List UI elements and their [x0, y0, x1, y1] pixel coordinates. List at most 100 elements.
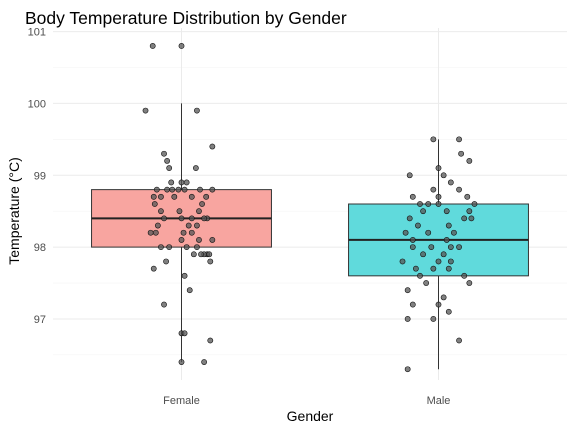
- data-point: [181, 272, 188, 279]
- data-point: [158, 208, 164, 215]
- data-point: [199, 201, 205, 207]
- data-point: [209, 143, 216, 150]
- data-point: [417, 201, 423, 207]
- data-point: [190, 251, 197, 258]
- data-point: [466, 208, 473, 215]
- data-point: [471, 201, 478, 207]
- data-point: [196, 237, 202, 243]
- data-point: [447, 258, 454, 265]
- data-point: [430, 265, 437, 272]
- y-axis-title: Temperature (°C): [6, 157, 22, 265]
- data-point: [196, 208, 202, 215]
- data-point: [409, 193, 416, 200]
- data-point: [176, 208, 183, 215]
- data-point: [203, 193, 210, 200]
- point-layer: [142, 43, 478, 373]
- data-point: [158, 193, 164, 200]
- data-point: [201, 215, 208, 222]
- data-point: [198, 251, 204, 258]
- x-tick-label: Male: [427, 395, 451, 407]
- x-tick-label: Female: [163, 395, 200, 407]
- data-point: [456, 186, 462, 193]
- data-point: [423, 280, 430, 286]
- data-point: [466, 280, 473, 286]
- data-point: [164, 186, 171, 193]
- data-point: [415, 222, 421, 229]
- data-point: [171, 193, 178, 200]
- data-point: [428, 244, 435, 251]
- data-point: [409, 237, 416, 243]
- data-point: [194, 244, 200, 251]
- data-point: [161, 301, 167, 308]
- data-point: [461, 215, 468, 222]
- data-point: [166, 244, 173, 251]
- y-tick-labels: 97 98 99 100 101: [28, 27, 46, 326]
- data-point: [440, 251, 447, 258]
- x-tick-labels: Female Male: [163, 395, 450, 407]
- data-point: [435, 193, 442, 200]
- data-point: [409, 244, 416, 251]
- data-point: [178, 179, 185, 186]
- data-point: [185, 222, 192, 229]
- data-point: [183, 244, 190, 251]
- data-point: [178, 43, 185, 49]
- data-point: [161, 215, 167, 222]
- data-point: [207, 337, 214, 344]
- data-point: [194, 107, 200, 114]
- data-point: [435, 165, 442, 171]
- data-point: [175, 186, 182, 193]
- data-point: [435, 258, 442, 265]
- data-point: [406, 215, 413, 222]
- data-point: [163, 258, 169, 265]
- data-point: [194, 222, 200, 229]
- y-tick-label: 101: [28, 27, 46, 39]
- data-point: [464, 193, 471, 200]
- data-point: [153, 186, 160, 193]
- data-point: [440, 172, 447, 179]
- data-point: [430, 136, 437, 143]
- data-point: [181, 186, 188, 193]
- chart-title: Body Temperature Distribution by Gender: [25, 8, 347, 28]
- data-point: [404, 316, 411, 322]
- data-point: [399, 258, 406, 265]
- data-point: [192, 165, 199, 171]
- data-point: [404, 366, 411, 373]
- data-point: [186, 287, 193, 294]
- data-point: [178, 237, 185, 243]
- data-point: [443, 237, 450, 243]
- data-point: [430, 186, 437, 193]
- data-point: [445, 222, 452, 229]
- data-point: [188, 193, 195, 200]
- data-point: [183, 179, 190, 186]
- data-point: [142, 107, 149, 114]
- data-point: [456, 244, 462, 251]
- data-point: [150, 193, 157, 200]
- data-point: [425, 229, 432, 236]
- data-point: [402, 229, 409, 236]
- data-point: [440, 294, 447, 301]
- data-point: [150, 265, 157, 272]
- data-point: [166, 165, 173, 171]
- data-point: [447, 244, 454, 251]
- data-point: [420, 208, 426, 215]
- data-point: [164, 157, 171, 164]
- data-point: [456, 337, 462, 344]
- data-point: [443, 208, 450, 215]
- data-point: [458, 150, 465, 157]
- data-point: [209, 237, 216, 243]
- data-point: [445, 308, 452, 315]
- data-point: [461, 272, 468, 279]
- data-point: [188, 215, 195, 222]
- data-point: [161, 150, 167, 157]
- data-point: [451, 229, 457, 236]
- data-point: [206, 251, 213, 258]
- data-point: [201, 359, 208, 365]
- data-point: [197, 186, 203, 193]
- x-axis-title: Gender: [287, 408, 334, 424]
- data-point: [447, 179, 454, 186]
- data-point: [468, 215, 475, 222]
- data-point: [435, 201, 442, 207]
- y-tick-label: 97: [34, 314, 46, 326]
- data-point: [151, 201, 158, 207]
